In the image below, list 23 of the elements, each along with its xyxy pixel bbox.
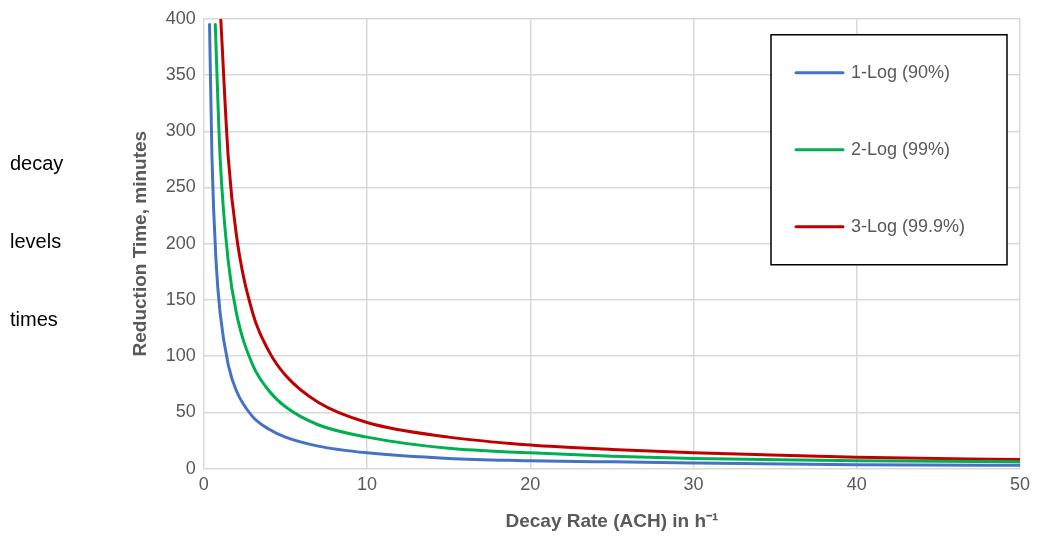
y-tick-label: 250 (165, 176, 196, 197)
y-tick-label: 200 (165, 232, 196, 253)
text: decay (10, 152, 64, 175)
x-tick-label: 10 (357, 474, 378, 495)
x-tick-label: 50 (1009, 474, 1031, 495)
text: times (10, 308, 58, 331)
y-tick-label: 100 (165, 345, 196, 366)
y-tick-label: 50 (175, 401, 196, 422)
y-tick-label: 0 (185, 457, 196, 478)
y-tick-label: 350 (165, 63, 196, 84)
y-axis-title: Reduction Time, minutes (128, 130, 150, 357)
x-tick-label: 40 (846, 474, 867, 495)
x-axis-title: Decay Rate (ACH) in h⁻¹ (505, 509, 719, 531)
y-tick-label: 300 (165, 120, 196, 141)
y-tick-label: 150 (165, 288, 196, 309)
legend-label: 2-Log (99%) (851, 138, 951, 159)
x-tick-label: 20 (520, 474, 541, 495)
text: levels (10, 230, 62, 253)
x-tick-label: 0 (198, 474, 209, 495)
legend-label: 3-Log (99.9%) (851, 215, 966, 236)
legend-label: 1-Log (90%) (851, 61, 951, 82)
x-tick-label: 30 (683, 474, 704, 495)
y-tick-label: 400 (165, 7, 196, 28)
